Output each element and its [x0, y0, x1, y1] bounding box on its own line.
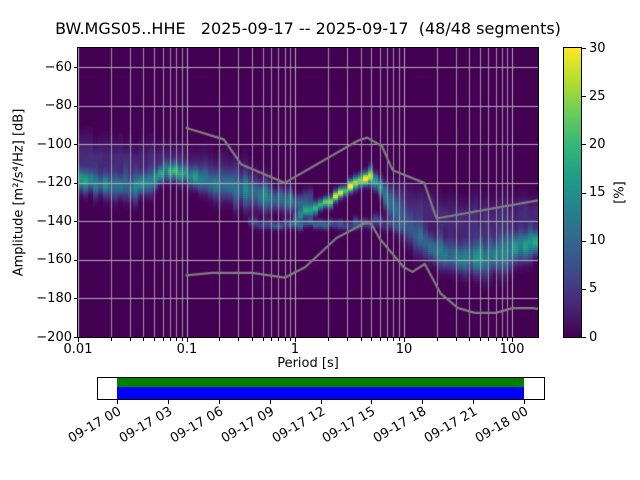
x-minor-tick-mark	[469, 338, 470, 341]
x-minor-tick-mark	[154, 338, 155, 341]
plot-area	[77, 47, 539, 338]
colorbar-tick-mark	[582, 337, 586, 338]
y-tick-label: −140	[36, 214, 72, 229]
y-tick-mark	[74, 298, 78, 299]
x-tick-mark	[404, 338, 405, 342]
y-tick-label: −200	[36, 330, 72, 345]
x-minor-tick-mark	[271, 338, 272, 341]
timeline-tick-mark	[219, 400, 220, 404]
x-minor-tick-mark	[328, 338, 329, 341]
timeline-coverage-bar-green	[117, 378, 524, 387]
timeline-tick-mark	[371, 400, 372, 404]
x-minor-tick-mark	[238, 338, 239, 341]
colorbar-tick-label: 25	[589, 89, 606, 104]
y-tick-mark	[74, 221, 78, 222]
x-minor-tick-mark	[496, 338, 497, 341]
x-minor-tick-mark	[143, 338, 144, 341]
x-minor-tick-mark	[361, 338, 362, 341]
x-minor-tick-mark	[371, 338, 372, 341]
x-tick-mark	[187, 338, 188, 342]
colorbar-tick-label: 10	[589, 233, 606, 248]
x-minor-tick-mark	[290, 338, 291, 341]
x-minor-tick-mark	[111, 338, 112, 341]
x-tick-mark	[295, 338, 296, 342]
x-tick-label: 1	[290, 342, 300, 357]
y-tick-mark	[74, 106, 78, 107]
y-tick-mark	[74, 183, 78, 184]
y-tick-label: −60	[44, 60, 72, 75]
x-minor-tick-mark	[252, 338, 253, 341]
x-minor-tick-mark	[393, 338, 394, 341]
x-minor-tick-mark	[437, 338, 438, 341]
x-minor-tick-mark	[176, 338, 177, 341]
timeline-tick-mark	[473, 400, 474, 404]
x-tick-label: 0.01	[63, 342, 93, 357]
y-tick-label: −100	[36, 137, 72, 152]
timeline-tick-mark	[524, 400, 525, 404]
timeline-tick-mark	[422, 400, 423, 404]
x-minor-tick-mark	[170, 338, 171, 341]
x-minor-tick-mark	[399, 338, 400, 341]
colorbar-tick-mark	[582, 96, 586, 97]
x-tick-label: 100	[499, 342, 525, 357]
x-minor-tick-mark	[263, 338, 264, 341]
y-tick-mark	[74, 337, 78, 338]
colorbar-tick-label: 30	[589, 41, 606, 56]
y-tick-mark	[74, 67, 78, 68]
x-minor-tick-mark	[278, 338, 279, 341]
y-tick-label: −80	[44, 98, 72, 113]
colorbar-tick-label: 0	[589, 330, 598, 345]
x-axis-label: Period [s]	[277, 356, 339, 371]
x-minor-tick-mark	[480, 338, 481, 341]
x-minor-tick-mark	[163, 338, 164, 341]
x-minor-tick-mark	[219, 338, 220, 341]
y-tick-label: −180	[36, 291, 72, 306]
colorbar-tick-mark	[582, 193, 586, 194]
x-minor-tick-mark	[182, 338, 183, 341]
y-tick-label: −160	[36, 252, 72, 267]
colorbar	[563, 47, 582, 338]
timeline-tick-mark	[117, 400, 118, 404]
x-minor-tick-mark	[380, 338, 381, 341]
y-tick-mark	[74, 144, 78, 145]
x-tick-label: 0.1	[176, 342, 198, 357]
y-tick-mark	[74, 260, 78, 261]
colorbar-tick-label: 15	[589, 185, 606, 200]
colorbar-gradient-canvas	[564, 48, 581, 337]
timeline-tick-mark	[168, 400, 169, 404]
plot-title: BW.MGS05..HHE 2025-09-17 -- 2025-09-17 (…	[55, 19, 561, 38]
ppsd-heatmap-canvas	[78, 48, 538, 337]
colorbar-tick-mark	[582, 289, 586, 290]
x-minor-tick-mark	[285, 338, 286, 341]
x-minor-tick-mark	[347, 338, 348, 341]
timeline-tick-mark	[270, 400, 271, 404]
x-tick-mark	[78, 338, 79, 342]
x-tick-label: 10	[395, 342, 413, 357]
timeline-coverage-bar-blue	[117, 387, 524, 399]
timeline-tick-mark	[321, 400, 322, 404]
colorbar-tick-label: 5	[589, 281, 598, 296]
x-minor-tick-mark	[456, 338, 457, 341]
colorbar-tick-mark	[582, 48, 586, 49]
colorbar-tick-mark	[582, 144, 586, 145]
x-minor-tick-mark	[502, 338, 503, 341]
colorbar-tick-label: 20	[589, 137, 606, 152]
x-minor-tick-mark	[488, 338, 489, 341]
x-minor-tick-mark	[387, 338, 388, 341]
x-tick-mark	[512, 338, 513, 342]
timeline-coverage-box	[97, 377, 545, 400]
y-tick-label: −120	[36, 175, 72, 190]
x-minor-tick-mark	[507, 338, 508, 341]
colorbar-tick-mark	[582, 241, 586, 242]
x-minor-tick-mark	[130, 338, 131, 341]
